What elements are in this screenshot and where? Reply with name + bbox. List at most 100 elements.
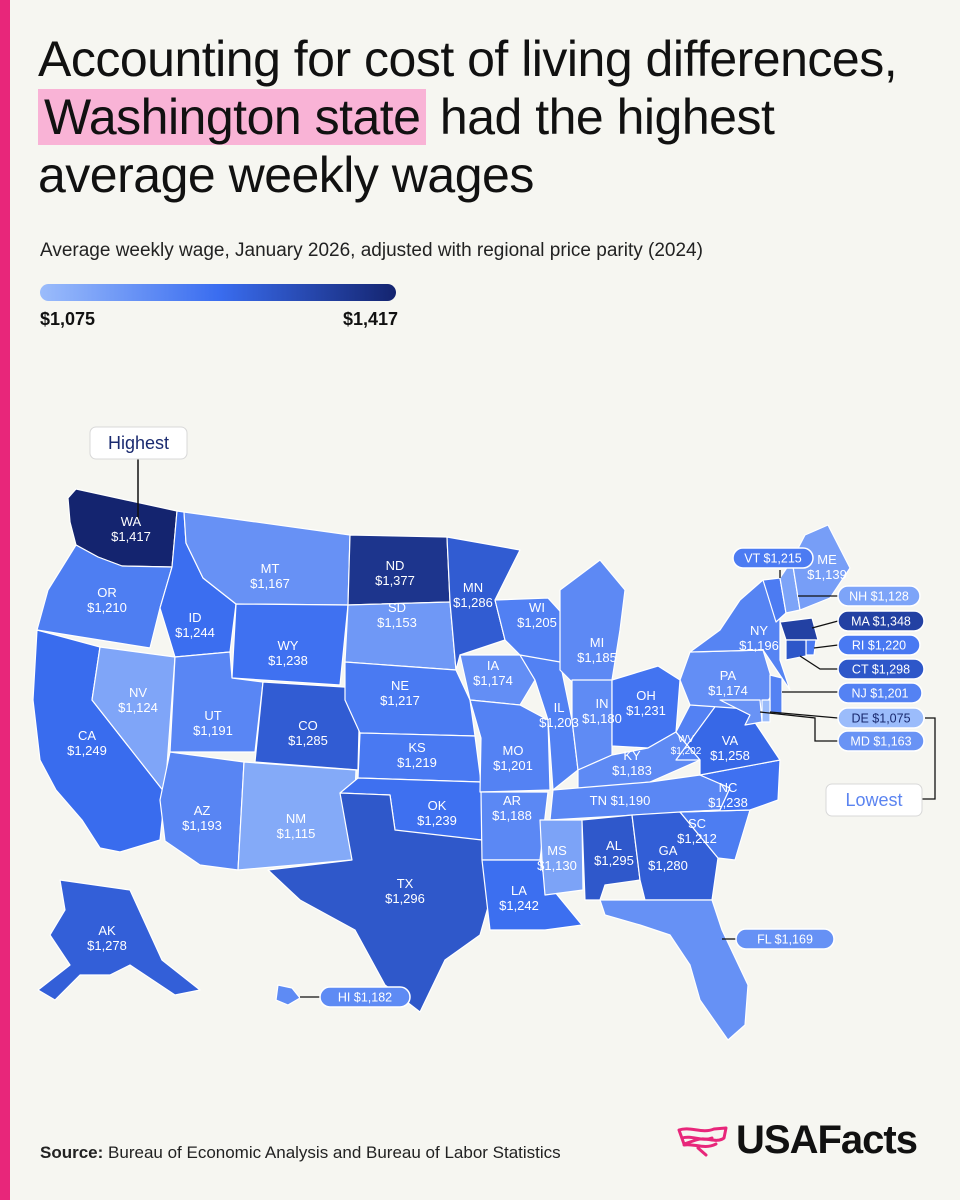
flag-map-icon [677, 1126, 728, 1156]
state-label-nd: ND [386, 558, 405, 573]
state-value-pa: $1,174 [708, 683, 748, 698]
color-scale-bar [40, 284, 396, 301]
state-me [791, 524, 851, 611]
subtitle: Average weekly wage, January 2026, adjus… [40, 240, 703, 261]
state-value-nv: $1,124 [118, 700, 158, 715]
pill-ri [837, 634, 921, 656]
state-label-ga: GA [659, 843, 678, 858]
state-ia [459, 654, 536, 706]
state-hi [275, 984, 301, 1006]
state-value-mt: $1,167 [250, 576, 290, 591]
state-label-tx: TX [397, 876, 414, 891]
headline-start: Accounting for cost of living difference… [38, 31, 898, 87]
color-scale-min: $1,075 [40, 309, 96, 329]
state-label-ky: KY [623, 748, 641, 763]
state-value-wy: $1,238 [268, 653, 308, 668]
state-label-nc: NC [719, 780, 738, 795]
state-ak [37, 879, 201, 1001]
state-wy [231, 603, 349, 686]
state-label-sd: SD [388, 600, 406, 615]
state-tx [267, 792, 491, 1013]
state-label-ks: KS [408, 740, 426, 755]
state-label-mn: MN [463, 580, 483, 595]
accent-bar [0, 0, 10, 1200]
state-la [481, 859, 583, 931]
state-label-mt: MT [261, 561, 280, 576]
state-value-ak: $1,278 [87, 938, 127, 953]
state-label-or: OR [97, 585, 117, 600]
pill-label-de: DE $1,075 [851, 712, 910, 726]
pill-nj [837, 682, 923, 704]
state-value-ut: $1,191 [193, 723, 233, 738]
state-label-wv: WV [678, 734, 694, 745]
pill-label-ma: MA $1,348 [851, 615, 911, 629]
leader-line-ct [799, 655, 838, 670]
state-label-nm: NM [286, 811, 306, 826]
state-value-mo: $1,201 [493, 758, 533, 773]
state-value-oh: $1,231 [626, 703, 666, 718]
pill-label-fl: FL $1,169 [757, 933, 813, 947]
state-label-mi: MI [590, 635, 604, 650]
color-scale-max: $1,417 [343, 309, 399, 329]
state-value-in: $1,180 [582, 711, 622, 726]
pill-label-hi: HI $1,182 [338, 991, 392, 1005]
state-label-wy: WY [278, 638, 299, 653]
state-value-ar: $1,188 [492, 808, 532, 823]
state-label-tn: TN $1,190 [590, 793, 651, 808]
state-label-va: VA [722, 733, 739, 748]
state-value-ky: $1,183 [612, 763, 652, 778]
state-label-co: CO [298, 718, 318, 733]
pill-label-ri: RI $1,220 [852, 639, 906, 653]
pill-label-ct: CT $1,298 [852, 663, 910, 677]
state-value-nm: $1,115 [277, 826, 316, 841]
pill-label-md: MD $1,163 [850, 735, 911, 749]
lowest-leader [922, 717, 936, 800]
state-label-oh: OH [636, 688, 656, 703]
state-value-mi: $1,185 [577, 650, 617, 665]
brand-name: USAFacts [736, 1118, 918, 1162]
pill-hi [319, 986, 411, 1008]
state-label-al: AL [606, 838, 622, 853]
state-label-il: IL [554, 700, 565, 715]
state-value-id: $1,244 [175, 625, 215, 640]
state-label-ak: AK [98, 923, 116, 938]
usafacts-logo: USAFacts [676, 1118, 918, 1163]
state-label-ne: NE [391, 678, 409, 693]
highest-callout-label: Highest [108, 433, 169, 453]
state-value-me: $1,139 [807, 567, 847, 582]
pill-md [837, 730, 925, 752]
headline: Accounting for cost of living difference… [38, 30, 938, 204]
state-value-az: $1,193 [182, 818, 222, 833]
state-md [719, 699, 763, 726]
state-value-ks: $1,219 [397, 755, 437, 770]
state-value-ne: $1,217 [380, 693, 420, 708]
lowest-callout [825, 783, 923, 817]
state-label-me: ME [817, 552, 837, 567]
state-ms [539, 819, 584, 896]
state-value-co: $1,285 [288, 733, 328, 748]
headline-highlight: Washington state [38, 89, 427, 145]
state-label-nv: NV [129, 685, 147, 700]
state-label-ms: MS [547, 843, 567, 858]
state-value-al: $1,295 [594, 853, 634, 868]
pill-vt [732, 547, 814, 569]
state-value-va: $1,258 [710, 748, 750, 763]
state-label-az: AZ [194, 803, 211, 818]
state-value-nd: $1,377 [375, 573, 415, 588]
state-value-wa: $1,417 [111, 529, 151, 544]
state-wv [675, 699, 721, 761]
highest-callout [89, 426, 188, 460]
state-label-wi: WI [529, 600, 545, 615]
pill-label-nh: NH $1,128 [849, 590, 909, 604]
leader-line-de [769, 711, 839, 719]
state-label-la: LA [511, 883, 527, 898]
leader-line-ma [811, 620, 839, 629]
state-label-wa: WA [121, 514, 142, 529]
source-label: Source: [40, 1143, 104, 1162]
state-value-ga: $1,280 [648, 858, 688, 873]
headline-end: had the highest average weekly wages [38, 89, 775, 203]
state-ma [779, 617, 819, 641]
state-value-sd: $1,153 [377, 615, 417, 630]
state-label-ut: UT [204, 708, 221, 723]
state-mo [469, 699, 551, 793]
